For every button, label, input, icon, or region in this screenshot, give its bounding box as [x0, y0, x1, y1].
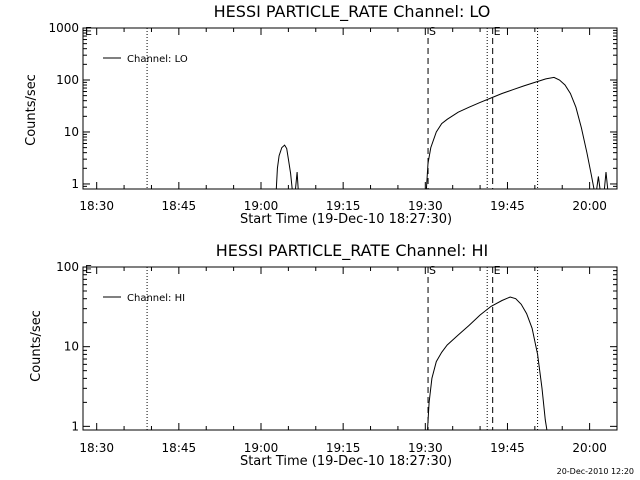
x-tick-label: 18:45 [162, 441, 197, 455]
plot-area [82, 266, 618, 431]
series-line [427, 296, 548, 431]
x-tick-label: 19:15 [326, 199, 361, 213]
plot-area [82, 27, 618, 190]
series-line [295, 171, 299, 190]
x-tick-label: 18:30 [79, 199, 114, 213]
x-tick-label: 18:45 [162, 199, 197, 213]
y-tick-label: 1 [71, 419, 79, 433]
series-line [425, 76, 595, 190]
corner-marker-label: E [85, 25, 92, 38]
x-axis-label: Start Time (19-Dec-10 18:27:30) [240, 454, 452, 469]
series-line [596, 176, 601, 190]
panel-hi: HESSI PARTICLE_RATE Channel: HI Counts/s… [29, 241, 488, 469]
x-tick-label: 19:45 [490, 199, 525, 213]
chart-title: HESSI PARTICLE_RATE Channel: LO [214, 2, 491, 22]
x-tick-label: 19:30 [408, 199, 443, 213]
x-axis-label: Start Time (19-Dec-10 18:27:30) [240, 212, 452, 227]
series-line [275, 144, 293, 190]
x-tick-label: 19:45 [490, 441, 525, 455]
x-tick-label: 19:30 [408, 441, 443, 455]
y-axis-label: Counts/sec [24, 74, 39, 146]
y-tick-label: 1000 [48, 21, 79, 35]
x-tick-label: 20:00 [572, 441, 607, 455]
x-tick-label: 20:00 [572, 199, 607, 213]
event-marker-label: E [494, 25, 501, 38]
footer-timestamp: 20-Dec-2010 12:20 [557, 467, 634, 476]
y-tick-label: 10 [64, 340, 79, 354]
x-tick-label: 19:00 [244, 441, 279, 455]
event-marker-label: E [494, 264, 501, 277]
series-line [603, 171, 609, 190]
chart-title: HESSI PARTICLE_RATE Channel: HI [216, 241, 489, 261]
y-tick-label: 100 [56, 73, 79, 87]
event-marker-label: S [429, 25, 436, 38]
y-tick-label: 1 [71, 177, 79, 191]
event-marker-label: S [429, 264, 436, 277]
x-tick-label: 19:15 [326, 441, 361, 455]
legend-label: Channel: LO [127, 54, 188, 65]
plot-frame [82, 27, 618, 190]
y-tick-label: 100 [56, 260, 79, 274]
corner-marker-label: E [85, 263, 92, 276]
plot-frame [82, 266, 618, 431]
y-axis-label: Counts/sec [29, 310, 44, 382]
legend-label: Channel: HI [127, 293, 185, 304]
x-tick-label: 19:00 [244, 199, 279, 213]
y-tick-label: 10 [64, 125, 79, 139]
x-tick-label: 18:30 [79, 441, 114, 455]
panel-lo: HESSI PARTICLE_RATE Channel: LO Counts/s… [24, 2, 490, 227]
